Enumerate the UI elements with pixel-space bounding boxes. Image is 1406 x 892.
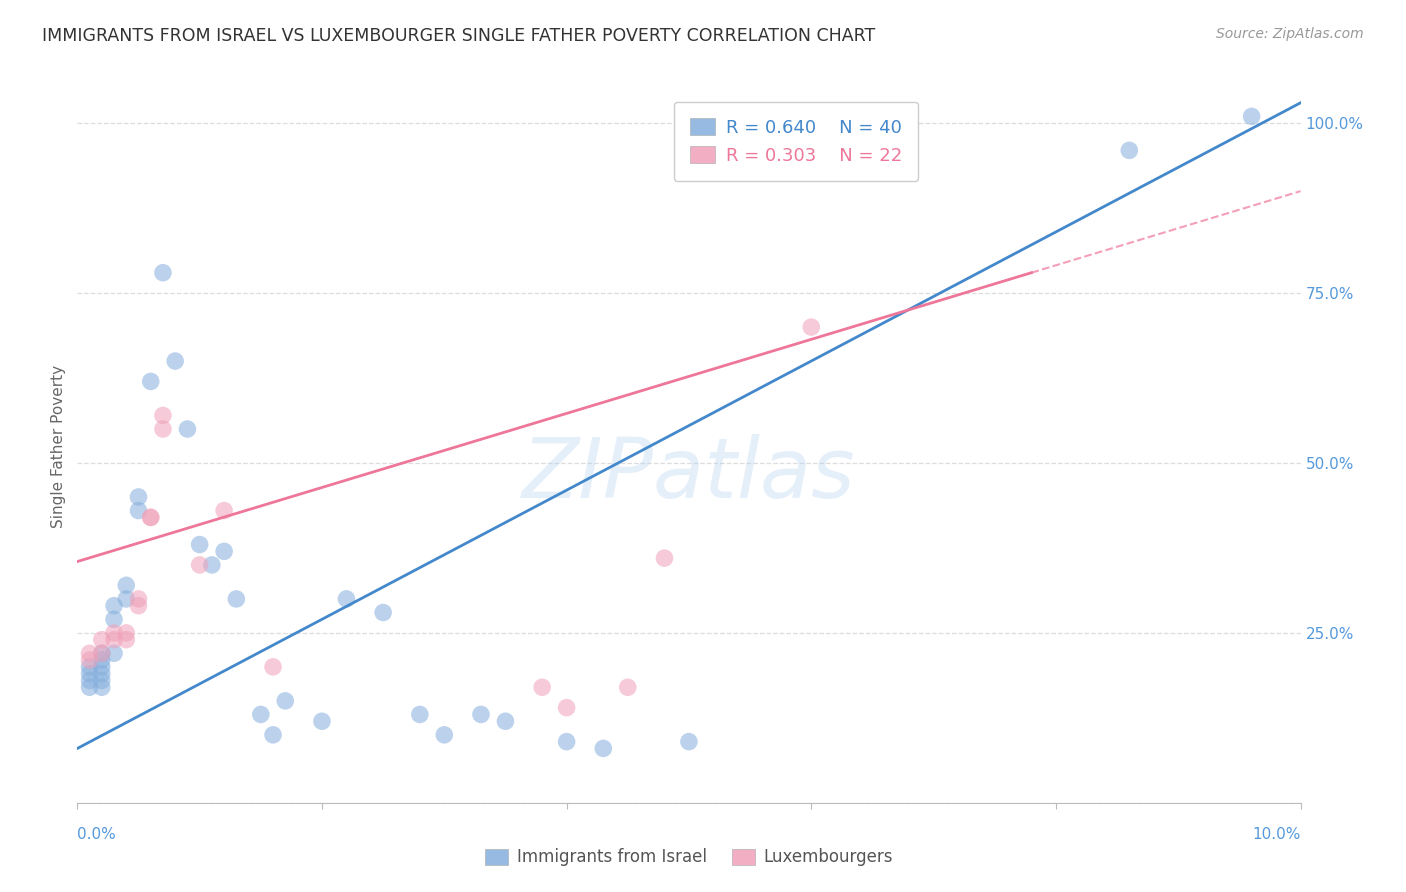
Point [654,551,676,566]
Y-axis label: Single Father Poverty: Single Father Poverty [51,365,66,527]
Point [139,510,162,524]
Point [188,558,211,572]
Point [335,591,357,606]
Point [90,646,112,660]
Point [127,490,149,504]
Point [152,409,174,423]
Point [90,660,112,674]
Point [212,503,235,517]
Point [201,558,224,572]
Point [103,626,125,640]
Point [79,646,101,660]
Point [103,599,125,613]
Point [90,680,112,694]
Point [165,354,187,368]
Point [127,591,149,606]
Point [225,591,247,606]
Point [371,606,394,620]
Point [90,632,112,647]
Text: IMMIGRANTS FROM ISRAEL VS LUXEMBOURGER SINGLE FATHER POVERTY CORRELATION CHART: IMMIGRANTS FROM ISRAEL VS LUXEMBOURGER S… [42,27,876,45]
Point [90,646,112,660]
Point [90,666,112,681]
Point [103,646,125,660]
Point [115,626,138,640]
Point [250,707,273,722]
Point [127,599,149,613]
Point [188,537,211,551]
Point [531,680,554,694]
Text: 0.0%: 0.0% [77,827,117,841]
Point [103,632,125,647]
Point [678,734,700,748]
Point [115,578,138,592]
Point [152,422,174,436]
Point [79,653,101,667]
Point [495,714,517,729]
Text: ZIPatlas: ZIPatlas [522,434,856,515]
Point [90,653,112,667]
Point [800,320,823,334]
Point [79,673,101,688]
Point [617,680,640,694]
Point [262,728,284,742]
Point [311,714,333,729]
Legend: Immigrants from Israel, Luxembourgers: Immigrants from Israel, Luxembourgers [478,842,900,873]
Point [1118,144,1140,158]
Point [433,728,456,742]
Point [212,544,235,558]
Point [592,741,614,756]
Point [409,707,432,722]
Text: 10.0%: 10.0% [1253,827,1301,841]
Point [555,734,578,748]
Point [139,375,162,389]
Point [115,591,138,606]
Point [470,707,492,722]
Point [79,666,101,681]
Point [79,660,101,674]
Point [139,510,162,524]
Point [274,694,297,708]
Point [127,503,149,517]
Point [115,632,138,647]
Point [103,612,125,626]
Point [79,680,101,694]
Point [90,673,112,688]
Point [152,266,174,280]
Point [262,660,284,674]
Text: Source: ZipAtlas.com: Source: ZipAtlas.com [1216,27,1364,41]
Point [1240,109,1263,123]
Point [176,422,198,436]
Point [555,700,578,714]
